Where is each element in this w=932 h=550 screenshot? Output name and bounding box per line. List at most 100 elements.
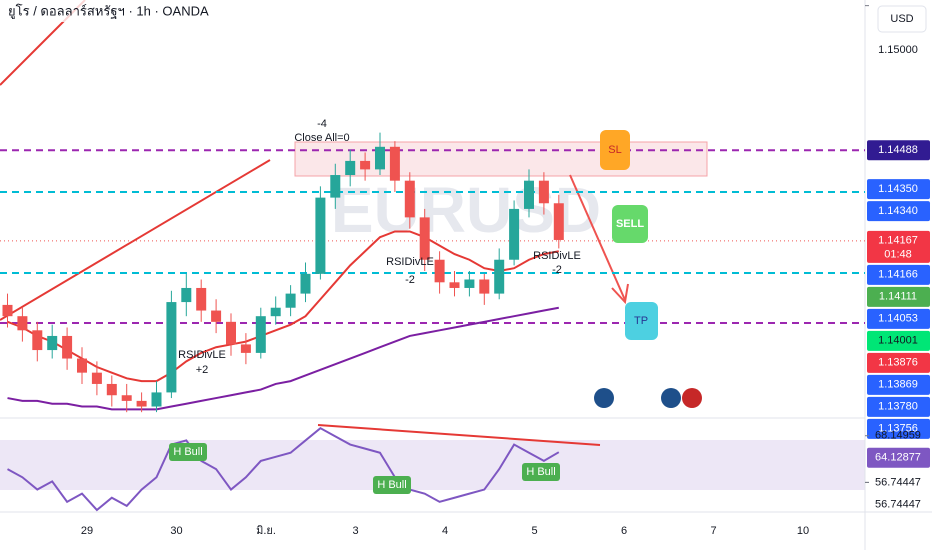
x-tick-label: 29	[81, 525, 93, 537]
candle-body	[360, 160, 371, 170]
price-tag	[867, 396, 930, 417]
candle-body	[32, 330, 43, 351]
price-tag-label: 1.14053	[878, 313, 918, 325]
candle-body	[17, 316, 28, 331]
price-tag	[867, 308, 930, 329]
x-tick-label: 30	[170, 525, 182, 537]
candle-body	[479, 279, 490, 294]
candle-body	[553, 203, 564, 240]
candle-body	[77, 358, 87, 373]
h-bull-box	[373, 476, 411, 494]
price-tag-label: 1.14001	[878, 335, 918, 347]
tp-label: TP	[634, 315, 648, 327]
price-tag	[867, 447, 930, 468]
price-tag-label: 1.15000	[878, 44, 918, 56]
rsi-line	[7, 426, 560, 512]
price-tag-label: 1.13869	[878, 379, 918, 391]
candle-body	[315, 197, 326, 274]
candle-body	[494, 259, 505, 294]
price-tag-label: 56.74447	[875, 476, 921, 488]
candle-body	[464, 279, 475, 288]
tp-label-box	[625, 302, 658, 340]
x-tick-label: 10	[797, 525, 809, 537]
price-tag-label: 1.13780	[878, 401, 918, 413]
annotation: -2	[405, 274, 415, 286]
price-tag-label: 1.14166	[878, 269, 918, 281]
moving-average	[7, 306, 559, 411]
x-tick-label: 5	[531, 525, 537, 537]
candle-body	[270, 307, 281, 317]
candle-body	[330, 175, 341, 198]
price-tag-label: 1.13756	[878, 423, 918, 435]
sl-zone	[294, 141, 708, 177]
event-icon[interactable]	[661, 388, 681, 408]
candle-body	[389, 146, 400, 181]
candle-body	[255, 316, 266, 353]
price-tag-label: 56.74447	[875, 498, 921, 510]
price-tag-label: 1.14167	[878, 235, 918, 247]
x-tick-label: 6	[621, 525, 627, 537]
price-tag-label: 1.14340	[878, 205, 918, 217]
candle-body	[47, 335, 58, 351]
annotation: +2	[196, 364, 209, 376]
price-tag	[867, 330, 930, 351]
candle-body	[240, 344, 251, 353]
x-tick-label: 3	[352, 525, 358, 537]
sell-label-box	[612, 205, 648, 243]
candle-body	[166, 302, 177, 393]
plot	[0, 132, 865, 512]
price-tag	[867, 201, 930, 222]
candle-body	[434, 259, 445, 283]
sl-label: SL	[608, 144, 621, 156]
candle-body	[285, 293, 296, 308]
h-bull-label: H Bull	[377, 479, 406, 491]
candle-body	[449, 282, 460, 288]
candle-body	[136, 400, 147, 407]
currency-button[interactable]	[877, 5, 927, 33]
h-bull-label: H Bull	[526, 466, 555, 478]
price-tag	[867, 352, 930, 373]
event-icon[interactable]	[594, 388, 614, 408]
candle-body	[509, 208, 520, 260]
annotation: RSIDivLE	[386, 256, 434, 268]
candle-body	[211, 310, 222, 322]
candle-body	[404, 180, 415, 218]
candle-body	[151, 392, 162, 407]
candle-body	[2, 304, 13, 317]
price-tag	[867, 230, 930, 263]
price-tag-label: 64.12877	[875, 452, 921, 464]
candle-body	[419, 217, 430, 260]
price-tag-label: 1.14111	[879, 291, 917, 303]
trend-line	[0, 159, 271, 321]
rsi-band	[0, 440, 865, 490]
price-tag	[867, 140, 930, 161]
candle-body	[106, 383, 117, 396]
price-tag-label: 1.13876	[878, 357, 918, 369]
candle-body	[375, 146, 385, 170]
header-bg	[0, 0, 230, 22]
candle-body	[196, 287, 207, 311]
price-tag-label: 1.14350	[878, 183, 918, 195]
candle-body	[345, 160, 356, 176]
h-bull-box	[169, 443, 207, 461]
candle-body	[121, 395, 132, 401]
price-tag	[867, 374, 930, 395]
annotation: -4	[317, 118, 327, 130]
rsi-trend-line	[317, 424, 601, 446]
price-tag	[867, 264, 930, 285]
x-tick-label: 7	[710, 525, 716, 537]
candle-body	[538, 180, 549, 204]
annotation: RSIDivLE	[533, 250, 581, 262]
candle-body	[524, 180, 534, 209]
annotation: Close All=0	[294, 132, 349, 144]
x-tick-label: 4	[442, 525, 448, 537]
annotation: -2	[552, 264, 562, 276]
price-tag	[867, 418, 930, 439]
currency-label[interactable]: USD	[890, 13, 913, 25]
event-icon[interactable]	[682, 388, 702, 408]
candle-body	[91, 372, 102, 384]
h-bull-box	[522, 463, 560, 481]
symbol-title: ยูโร / ดอลลาร์สหรัฐฯ · 1h · OANDA	[8, 3, 209, 19]
